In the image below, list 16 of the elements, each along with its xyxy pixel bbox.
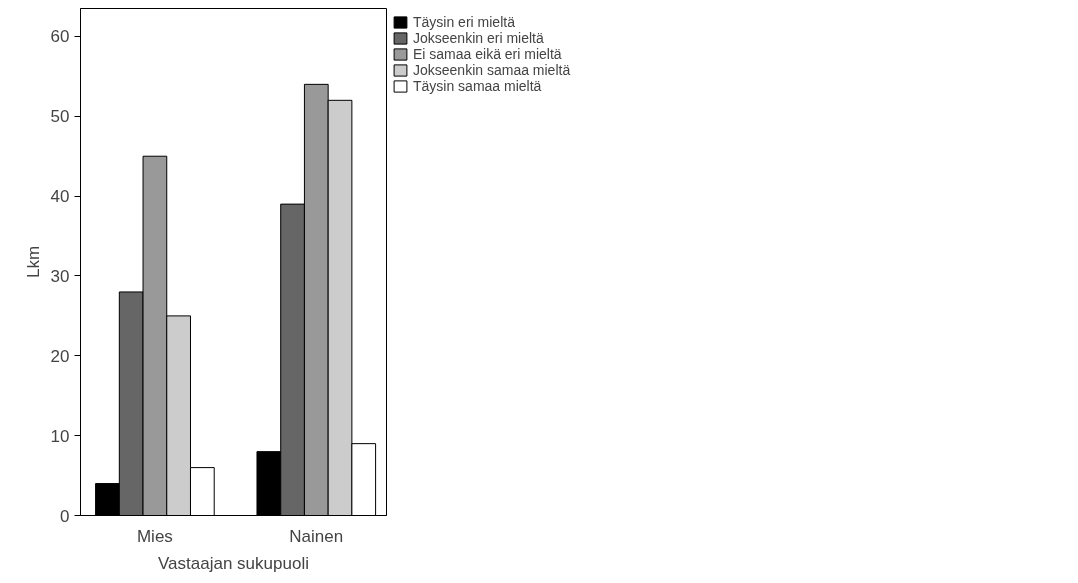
legend-label: Täysin samaa mieltä — [413, 78, 542, 94]
y-tick-label: 30 — [50, 266, 70, 286]
y-tick-label: 50 — [50, 107, 70, 127]
x-axis-title: Vastaajan sukupuoli — [158, 553, 309, 573]
legend-label: Jokseenkin samaa mieltä — [413, 62, 571, 78]
y-tick-label: 0 — [60, 506, 70, 526]
y-tick-label: 10 — [50, 426, 70, 446]
x-tick-label: Mies — [136, 526, 173, 546]
legend-label: Ei samaa eikä eri mieltä — [413, 46, 562, 62]
y-tick-label: 60 — [50, 27, 70, 47]
legend-label: Jokseenkin eri mieltä — [413, 30, 544, 46]
y-axis-title: Lkm — [23, 245, 43, 279]
y-tick-label: 20 — [50, 346, 70, 366]
legend-label: Täysin eri mieltä — [413, 14, 515, 30]
y-tick-label: 40 — [50, 187, 70, 207]
x-tick-label: Nainen — [289, 526, 344, 546]
